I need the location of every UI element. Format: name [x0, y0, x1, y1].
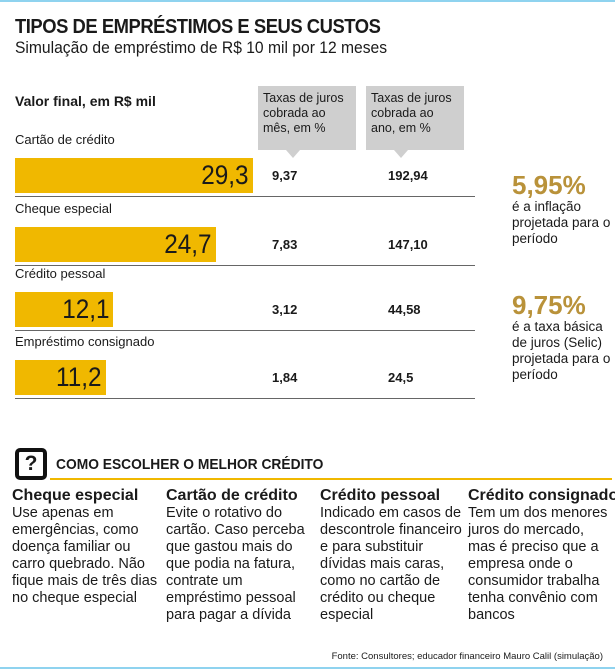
selic-text: é a taxa básica de juros (Selic) projeta…	[512, 319, 611, 382]
yearly-rate-cell: 147,10	[388, 237, 428, 252]
bar-value-label: 12,1	[61, 294, 110, 324]
monthly-rate-cell: 1,84	[272, 370, 298, 385]
tip-cartao-credito: Cartão de crédito Evite o rotativo do car…	[166, 486, 316, 624]
row-divider	[15, 330, 475, 331]
value-axis-label: Valor final, em R$ mil	[15, 93, 156, 109]
yearly-rate-header: Taxas de juros cobrada ao ano, em %	[366, 86, 464, 150]
selic-value: 9,75%	[512, 290, 586, 320]
tip-heading: Crédito consignado	[468, 487, 615, 504]
yearly-rate-cell: 192,94	[388, 168, 428, 183]
row-divider	[15, 196, 475, 197]
monthly-rate-cell: 9,37	[272, 168, 298, 183]
source-note: Fonte: Consultores; educador financeiro …	[331, 651, 603, 662]
yearly-rate-header-box: Taxas de juros cobrada ao ano, em %	[366, 86, 464, 158]
category-label: Cheque especial	[15, 201, 112, 216]
inflation-text: é a inflação projetada para o período	[512, 199, 611, 246]
bar-value-label: 29,3	[201, 160, 249, 190]
bar-value-label: 24,7	[164, 229, 212, 259]
tip-text: Use apenas em emergências, como doença f…	[12, 505, 158, 606]
question-icon: ?	[15, 448, 47, 480]
chart-subtitle: Simulação de empréstimo de R$ 10 mil por…	[15, 38, 388, 57]
section-divider	[50, 478, 612, 480]
tip-heading: Cheque especial	[12, 487, 139, 504]
tip-heading: Cartão de crédito	[166, 487, 298, 504]
category-label: Crédito pessoal	[15, 266, 106, 281]
monthly-rate-cell: 7,83	[272, 237, 298, 252]
bar: 11,2	[15, 360, 106, 395]
monthly-rate-cell: 3,12	[272, 302, 298, 317]
top-border	[0, 0, 615, 2]
yearly-rate-cell: 44,58	[388, 302, 421, 317]
tip-credito-consignado: Crédito consignado Tem um dos menores jur…	[468, 486, 615, 624]
bar-value-label: 11,2	[56, 362, 102, 392]
category-label: Empréstimo consignado	[15, 334, 155, 349]
tip-heading: Crédito pessoal	[320, 487, 441, 504]
inflation-value: 5,95%	[512, 170, 586, 200]
bar: 24,7	[15, 227, 216, 262]
tip-text: Indicado em casos de descontrole finance…	[320, 505, 462, 623]
chart-title: TIPOS DE EMPRÉSTIMOS E SEUS CUSTOS	[15, 16, 381, 38]
row-divider	[15, 398, 475, 399]
tip-credito-pessoal: Crédito pessoal Indicado em casos de desc…	[320, 486, 470, 624]
row-divider	[15, 265, 475, 266]
tip-cheque-especial: Cheque especial Use apenas em emergências…	[12, 486, 162, 607]
tip-text: Tem um dos menores juros do mercado, mas…	[468, 505, 608, 623]
bar: 29,3	[15, 158, 253, 193]
bar: 12,1	[15, 292, 114, 327]
monthly-rate-header-box: Taxas de juros cobrada ao mês, em %	[258, 86, 356, 158]
bottom-border	[0, 667, 615, 669]
monthly-rate-header: Taxas de juros cobrada ao mês, em %	[258, 86, 356, 150]
tip-text: Evite o rotativo do cartão. Caso perceba…	[166, 505, 305, 623]
category-label: Cartão de crédito	[15, 132, 115, 147]
section-title: COMO ESCOLHER O MELHOR CRÉDITO	[56, 456, 324, 473]
yearly-rate-cell: 24,5	[388, 370, 414, 385]
